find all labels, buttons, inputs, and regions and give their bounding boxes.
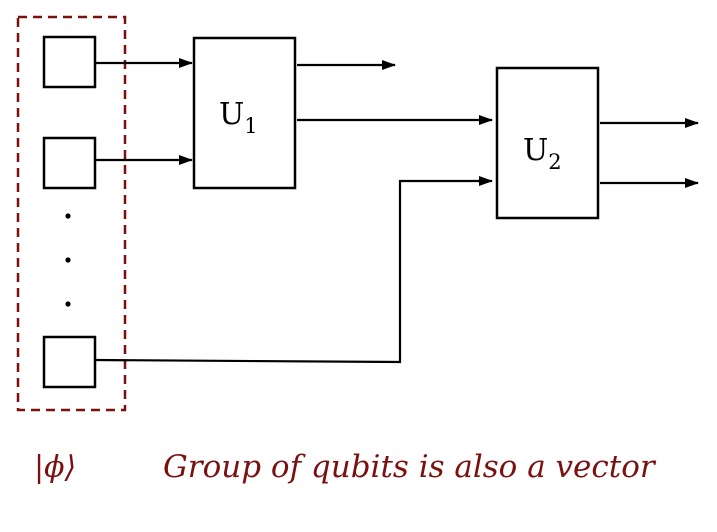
gate-u2-letter: U [523, 133, 548, 168]
qubit-n [42, 335, 97, 389]
ket-phi-label: |ϕ⟩ [34, 450, 76, 485]
qubit-2 [42, 136, 97, 190]
ellipsis-dot-2 [65, 257, 71, 263]
gate-u1-letter: U [219, 97, 244, 132]
gate-u1 [192, 36, 297, 190]
qubit-1 [42, 35, 97, 89]
gate-u2 [495, 66, 600, 220]
gate-u1-label: U1 [219, 97, 258, 138]
gate-u1-subscript: 1 [244, 114, 257, 138]
ellipsis-dot-3 [65, 301, 71, 307]
ellipsis-dot-1 [65, 213, 71, 219]
wire-qubitn-to-u2 [94, 176, 493, 364]
qubit-group-box [16, 15, 127, 412]
gate-u2-label: U2 [523, 133, 562, 174]
group-caption: Group of qubits is also a vector [163, 449, 657, 485]
gate-u2-subscript: 2 [548, 150, 561, 174]
